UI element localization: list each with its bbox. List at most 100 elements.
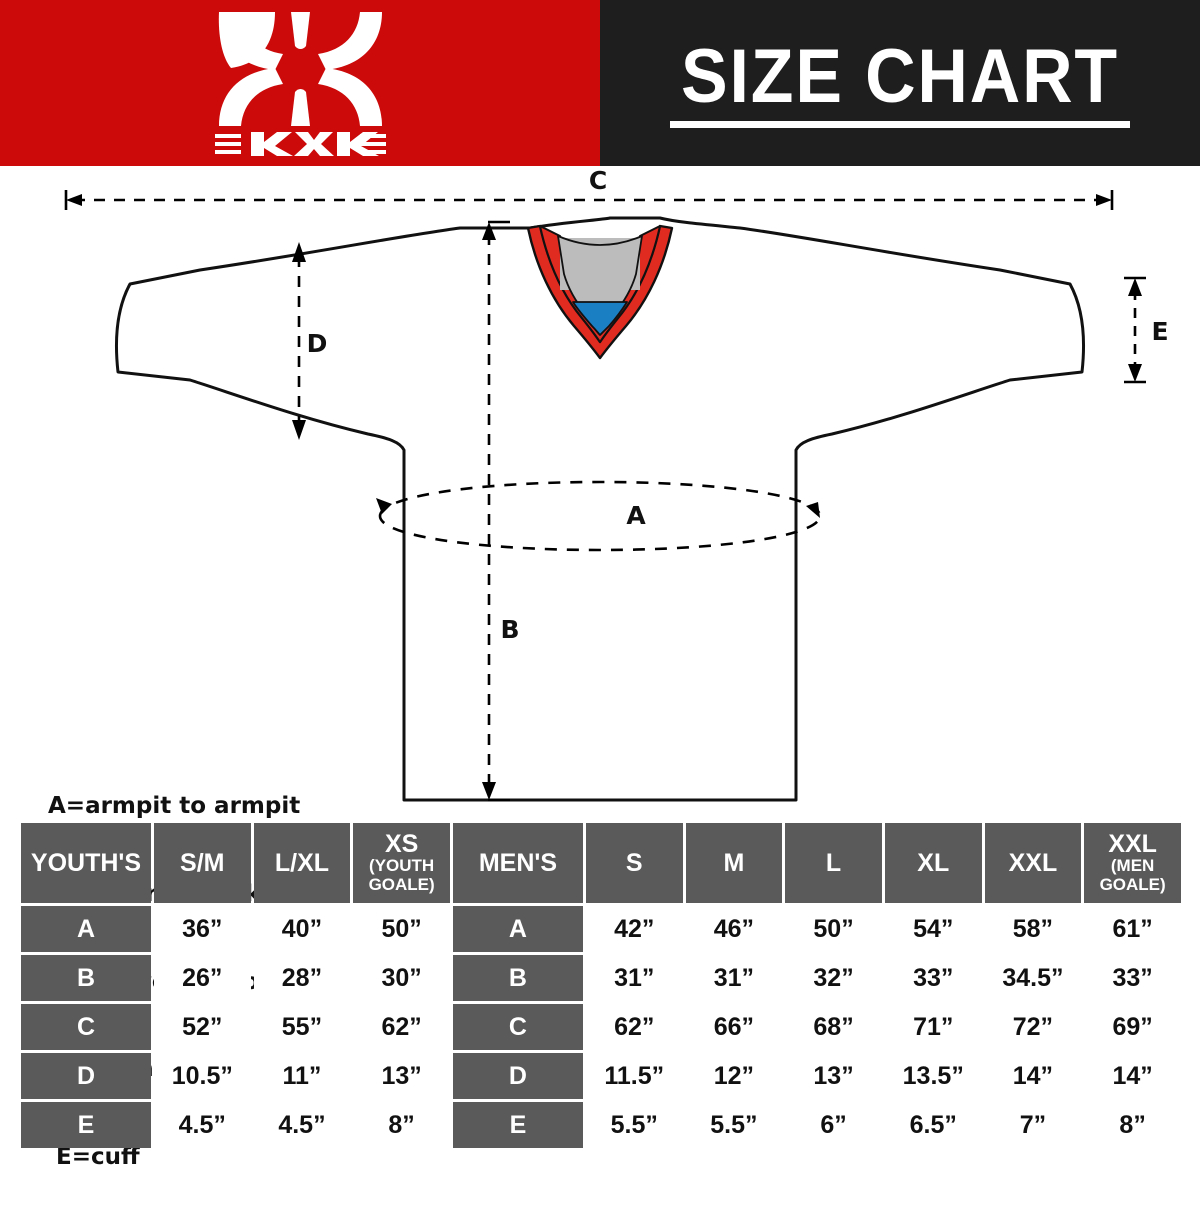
header-cell-mens: MEN'S bbox=[452, 823, 583, 903]
cell-youth-xs: 8” bbox=[353, 1102, 450, 1148]
dimension-a bbox=[376, 480, 822, 552]
cell-men-l: 32” bbox=[785, 955, 882, 1001]
header-cell-men-l: L bbox=[785, 823, 882, 903]
legend-line-a: A=armpit to armpit bbox=[48, 793, 301, 820]
cell-men-xxl: 7” bbox=[984, 1102, 1082, 1148]
header-sublabel: (MEN GOALE) bbox=[1099, 856, 1166, 895]
cell-youth-sm: 52” bbox=[153, 1004, 251, 1050]
dimension-e bbox=[1124, 276, 1146, 384]
header-label: L/XL bbox=[274, 848, 330, 877]
label-d: D bbox=[307, 329, 328, 358]
brand-panel bbox=[0, 0, 600, 166]
title-panel: SIZE CHART bbox=[600, 0, 1200, 166]
cell-youth-lxl: 11” bbox=[253, 1053, 351, 1099]
cell-men-xxl-goalie: 33” bbox=[1084, 955, 1181, 1001]
row-label-youth: A bbox=[21, 906, 151, 952]
cell-youth-lxl: 28” bbox=[253, 955, 351, 1001]
page-header: SIZE CHART bbox=[0, 0, 1200, 166]
header-cell-youth-lxl: L/XL bbox=[253, 823, 351, 903]
dimension-d bbox=[292, 242, 306, 440]
header-cell-men-xxl: XXL bbox=[984, 823, 1082, 903]
cell-men-m: 12” bbox=[685, 1053, 783, 1099]
header-label: YOUTH'S bbox=[30, 848, 142, 877]
cell-men-l: 6” bbox=[785, 1102, 882, 1148]
table-header-row: YOUTH'S S/M L/XL XS (YOUTH GOALE) MEN'S … bbox=[21, 823, 1181, 903]
table-body: A 36” 40” 50” A 42” 46” 50” 54” 58” 61” … bbox=[21, 906, 1181, 1148]
cell-youth-xs: 13” bbox=[353, 1053, 450, 1099]
table-row: C 52” 55” 62” C 62” 66” 68” 71” 72” 69” bbox=[21, 1004, 1181, 1050]
page-title: SIZE CHART bbox=[681, 33, 1119, 119]
label-e: E bbox=[1151, 317, 1168, 346]
row-label-men: A bbox=[452, 906, 583, 952]
header-label: XS bbox=[384, 830, 419, 859]
cell-men-s: 11.5” bbox=[585, 1053, 683, 1099]
header-label: S bbox=[625, 848, 643, 877]
cell-men-l: 13” bbox=[785, 1053, 882, 1099]
cell-men-m: 46” bbox=[685, 906, 783, 952]
cell-youth-lxl: 4.5” bbox=[253, 1102, 351, 1148]
jersey-diagram: C D E A bbox=[0, 166, 1200, 1170]
header-cell-youth-sm: S/M bbox=[153, 823, 251, 903]
cell-men-xxl-goalie: 8” bbox=[1084, 1102, 1181, 1148]
header-cell-youths: YOUTH'S bbox=[21, 823, 151, 903]
cell-men-s: 31” bbox=[585, 955, 683, 1001]
cell-youth-sm: 26” bbox=[153, 955, 251, 1001]
cell-youth-xs: 62” bbox=[353, 1004, 450, 1050]
cell-men-xxl-goalie: 14” bbox=[1084, 1053, 1181, 1099]
cell-youth-lxl: 40” bbox=[253, 906, 351, 952]
row-label-youth: D bbox=[21, 1053, 151, 1099]
label-b: B bbox=[500, 615, 519, 644]
cell-men-l: 50” bbox=[785, 906, 882, 952]
header-cell-men-xxl-goalie: XXL (MEN GOALE) bbox=[1084, 823, 1181, 903]
cell-men-l: 68” bbox=[785, 1004, 882, 1050]
collar-blue-accent bbox=[572, 301, 628, 336]
cell-youth-lxl: 55” bbox=[253, 1004, 351, 1050]
cell-men-xxl: 58” bbox=[984, 906, 1082, 952]
dimension-c bbox=[64, 190, 1114, 210]
label-c: C bbox=[589, 166, 607, 195]
cell-men-s: 42” bbox=[585, 906, 683, 952]
cell-men-xl: 6.5” bbox=[884, 1102, 982, 1148]
cell-men-xl: 33” bbox=[884, 955, 982, 1001]
cell-men-xxl-goalie: 69” bbox=[1084, 1004, 1181, 1050]
kxk-logo-icon bbox=[213, 8, 388, 158]
cell-youth-xs: 30” bbox=[353, 955, 450, 1001]
row-label-men: C bbox=[452, 1004, 583, 1050]
size-table: YOUTH'S S/M L/XL XS (YOUTH GOALE) MEN'S … bbox=[18, 820, 1184, 1151]
cell-men-xl: 54” bbox=[884, 906, 982, 952]
table-row: D 10.5” 11” 13” D 11.5” 12” 13” 13.5” 14… bbox=[21, 1053, 1181, 1099]
header-label: XL bbox=[917, 848, 950, 877]
title-underline bbox=[670, 120, 1130, 128]
header-cell-men-xl: XL bbox=[884, 823, 982, 903]
table-row: A 36” 40” 50” A 42” 46” 50” 54” 58” 61” bbox=[21, 906, 1181, 952]
cell-men-xxl: 14” bbox=[984, 1053, 1082, 1099]
label-a: A bbox=[626, 501, 646, 530]
header-cell-men-m: M bbox=[685, 823, 783, 903]
header-label: XXL bbox=[1008, 848, 1058, 877]
cell-men-m: 66” bbox=[685, 1004, 783, 1050]
header-cell-men-s: S bbox=[585, 823, 683, 903]
cell-men-xl: 13.5” bbox=[884, 1053, 982, 1099]
size-table-container: YOUTH'S S/M L/XL XS (YOUTH GOALE) MEN'S … bbox=[18, 820, 1184, 1151]
row-label-men: B bbox=[452, 955, 583, 1001]
cell-men-s: 5.5” bbox=[585, 1102, 683, 1148]
row-label-youth: E bbox=[21, 1102, 151, 1148]
table-row: E 4.5” 4.5” 8” E 5.5” 5.5” 6” 6.5” 7” 8” bbox=[21, 1102, 1181, 1148]
cell-youth-sm: 4.5” bbox=[153, 1102, 251, 1148]
row-label-youth: C bbox=[21, 1004, 151, 1050]
header-label: S/M bbox=[180, 848, 225, 877]
header-label: M bbox=[723, 848, 745, 877]
cell-youth-sm: 10.5” bbox=[153, 1053, 251, 1099]
row-label-men: E bbox=[452, 1102, 583, 1148]
cell-men-xl: 71” bbox=[884, 1004, 982, 1050]
header-sublabel: (YOUTH GOALE) bbox=[368, 856, 435, 895]
jersey-outline bbox=[115, 216, 1085, 802]
row-label-men: D bbox=[452, 1053, 583, 1099]
cell-men-xxl-goalie: 61” bbox=[1084, 906, 1181, 952]
cell-youth-xs: 50” bbox=[353, 906, 450, 952]
row-label-youth: B bbox=[21, 955, 151, 1001]
header-cell-youth-xs-goalie: XS (YOUTH GOALE) bbox=[353, 823, 450, 903]
dimension-b bbox=[482, 220, 510, 802]
header-label: MEN'S bbox=[478, 848, 558, 877]
table-row: B 26” 28” 30” B 31” 31” 32” 33” 34.5” 33… bbox=[21, 955, 1181, 1001]
